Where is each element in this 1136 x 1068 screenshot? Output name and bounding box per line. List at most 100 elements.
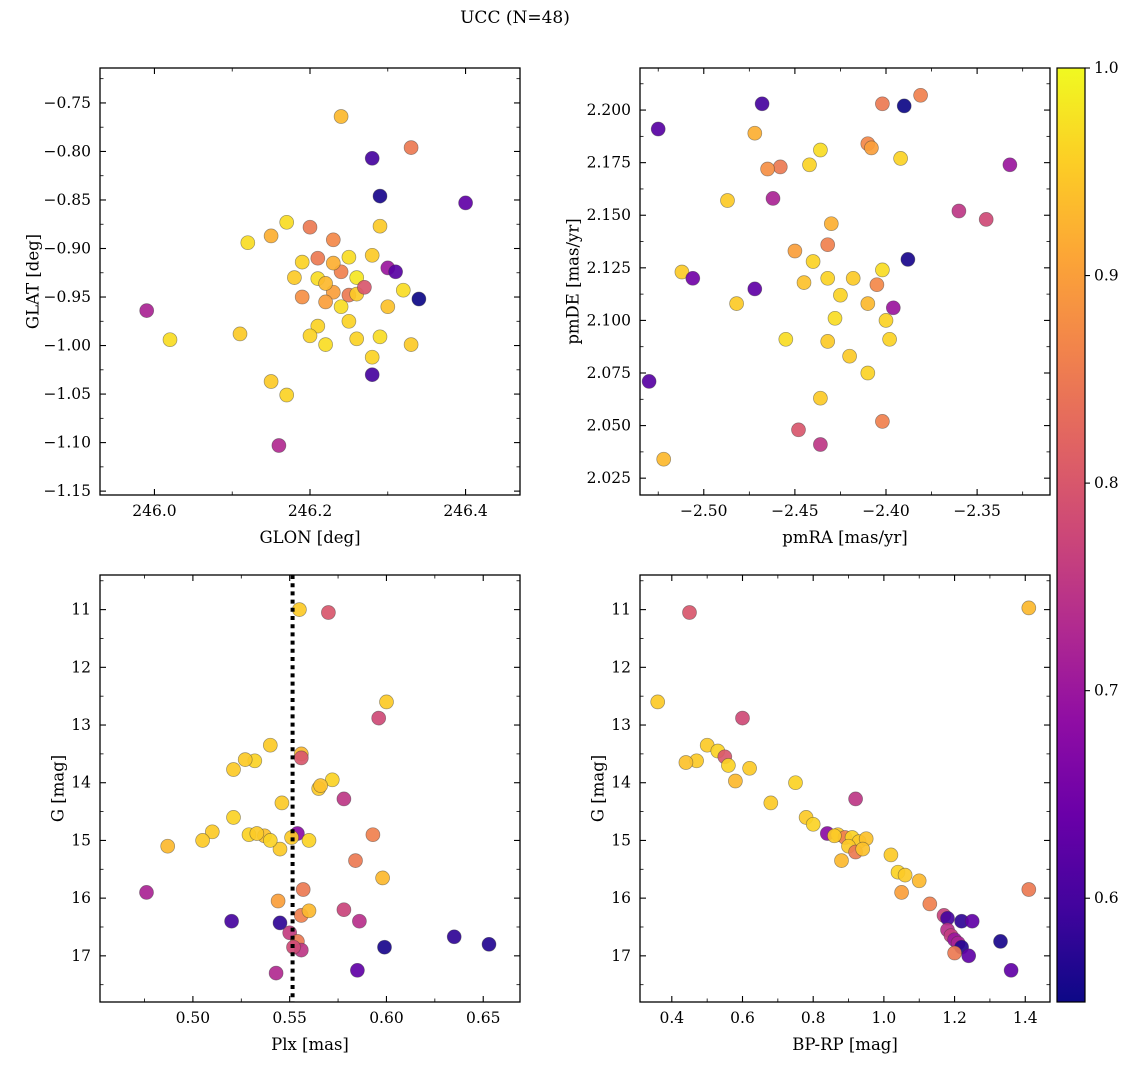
x-tick-label: 1.2 — [942, 1009, 967, 1027]
scatter-point — [240, 235, 256, 251]
scatter-point — [357, 279, 372, 295]
x-tick-label: −2.50 — [680, 502, 728, 520]
y-tick-label: 12 — [611, 658, 631, 676]
scatter-point — [349, 331, 365, 347]
scatter-point — [820, 270, 836, 286]
y-axis-label: GLAT [deg] — [24, 234, 43, 329]
scatter-point — [271, 438, 287, 453]
panel-bprp-g: 0.4 0.6 0.8 1.0 1.2 1.4 11 12 13 14 15 16 17 BP-RP [m… — [588, 574, 1051, 1054]
scatter-point — [813, 437, 828, 452]
scatter-point — [848, 791, 863, 807]
y-tick-label: 2.075 — [587, 364, 631, 382]
scatter-point — [318, 294, 333, 310]
scatter-point — [274, 795, 290, 811]
scatter-point — [310, 318, 326, 334]
scatter-point — [1021, 882, 1037, 897]
scatter-point — [763, 795, 779, 811]
x-axis-label: pmRA [mas/yr] — [782, 528, 907, 547]
scatter-point — [272, 915, 288, 931]
scatter-point — [978, 212, 994, 227]
scatter-point — [403, 140, 419, 155]
scatter-point — [321, 605, 336, 620]
scatter-point — [893, 151, 908, 166]
y-tick-label: 11 — [71, 601, 91, 619]
scatter-point — [721, 758, 736, 773]
scatter-point — [820, 237, 836, 253]
scatter-point — [377, 939, 392, 955]
y-tick-label: −0.90 — [44, 240, 92, 258]
y-tick-label: 17 — [611, 947, 631, 965]
scatter-point — [232, 326, 248, 342]
scatter-point — [805, 816, 821, 832]
axes-frame — [639, 67, 1051, 496]
scatter-point — [301, 833, 317, 848]
scatter-point — [365, 827, 381, 843]
scatter-point — [263, 374, 279, 389]
scatter-point — [896, 98, 912, 114]
scatter-point — [1002, 157, 1018, 173]
scatter-point — [1003, 962, 1019, 978]
scatter-point — [263, 228, 279, 244]
scatter-point — [293, 750, 309, 766]
scatter-point — [875, 414, 890, 429]
scatter-point — [364, 150, 380, 166]
axes-frame — [99, 67, 521, 496]
scatter-point — [772, 159, 788, 175]
x-tick-label: 0.60 — [369, 1009, 404, 1027]
scatter-point — [827, 828, 842, 844]
scatter-point — [364, 349, 380, 365]
y-tick-label: 14 — [611, 774, 631, 792]
scatter-point — [403, 337, 419, 352]
x-tick-label: 0.65 — [466, 1009, 501, 1027]
x-tick-label: −2.35 — [953, 502, 1001, 520]
scatter-point — [372, 329, 388, 345]
scatter-point — [310, 250, 326, 266]
figure-title: UCC (N=48) — [460, 8, 570, 28]
scatter-point — [860, 365, 876, 381]
colorbar-tick-label: 1.0 — [1094, 59, 1119, 77]
scatter-point — [778, 331, 794, 347]
scatter-point — [204, 824, 220, 840]
scatter-point — [875, 96, 890, 112]
colorbar-tick-label: 0.9 — [1094, 267, 1119, 285]
y-tick-label: 2.150 — [587, 206, 631, 224]
y-tick-label: 2.175 — [587, 154, 631, 172]
scatter-point — [411, 291, 427, 307]
y-tick-label: −1.15 — [44, 482, 92, 500]
x-axis-label: BP-RP [mag] — [792, 1035, 898, 1054]
scatter-point — [951, 203, 967, 219]
y-tick-label: 13 — [611, 716, 631, 734]
scatter-point — [237, 752, 253, 767]
x-tick-label: −2.45 — [771, 502, 819, 520]
scatter-point — [882, 331, 897, 347]
scatter-point — [325, 255, 341, 271]
scatter-point — [295, 882, 311, 897]
colorbar-tick-label: 0.8 — [1094, 474, 1119, 492]
scatter-point — [787, 243, 803, 259]
y-tick-label: −1.10 — [44, 434, 92, 452]
y-tick-label: 2.100 — [587, 311, 631, 329]
scatter-point — [1021, 600, 1037, 616]
y-tick-label: 16 — [611, 889, 631, 907]
scatter-point — [842, 348, 857, 364]
x-tick-label: 0.8 — [801, 1009, 826, 1027]
scatter-point — [446, 929, 462, 945]
scatter-point — [325, 232, 341, 248]
y-axis-label: G [mag] — [588, 755, 607, 822]
x-tick-label: −2.40 — [862, 502, 910, 520]
scatter-point — [802, 157, 817, 173]
scatter-point — [318, 276, 333, 291]
scatter-point — [287, 270, 302, 285]
scatter-point — [458, 195, 473, 211]
scatter-point — [911, 873, 927, 889]
scatter-point — [796, 275, 812, 290]
x-axis-label: Plx [mas] — [271, 1035, 349, 1054]
scatter-point — [224, 913, 239, 929]
y-tick-label: −0.95 — [44, 288, 92, 306]
scatter-point — [947, 945, 962, 961]
scatter-point — [350, 962, 365, 978]
x-tick-label: 1.4 — [1013, 1009, 1038, 1027]
scatter-point — [481, 936, 497, 952]
scatter-point — [894, 885, 909, 900]
